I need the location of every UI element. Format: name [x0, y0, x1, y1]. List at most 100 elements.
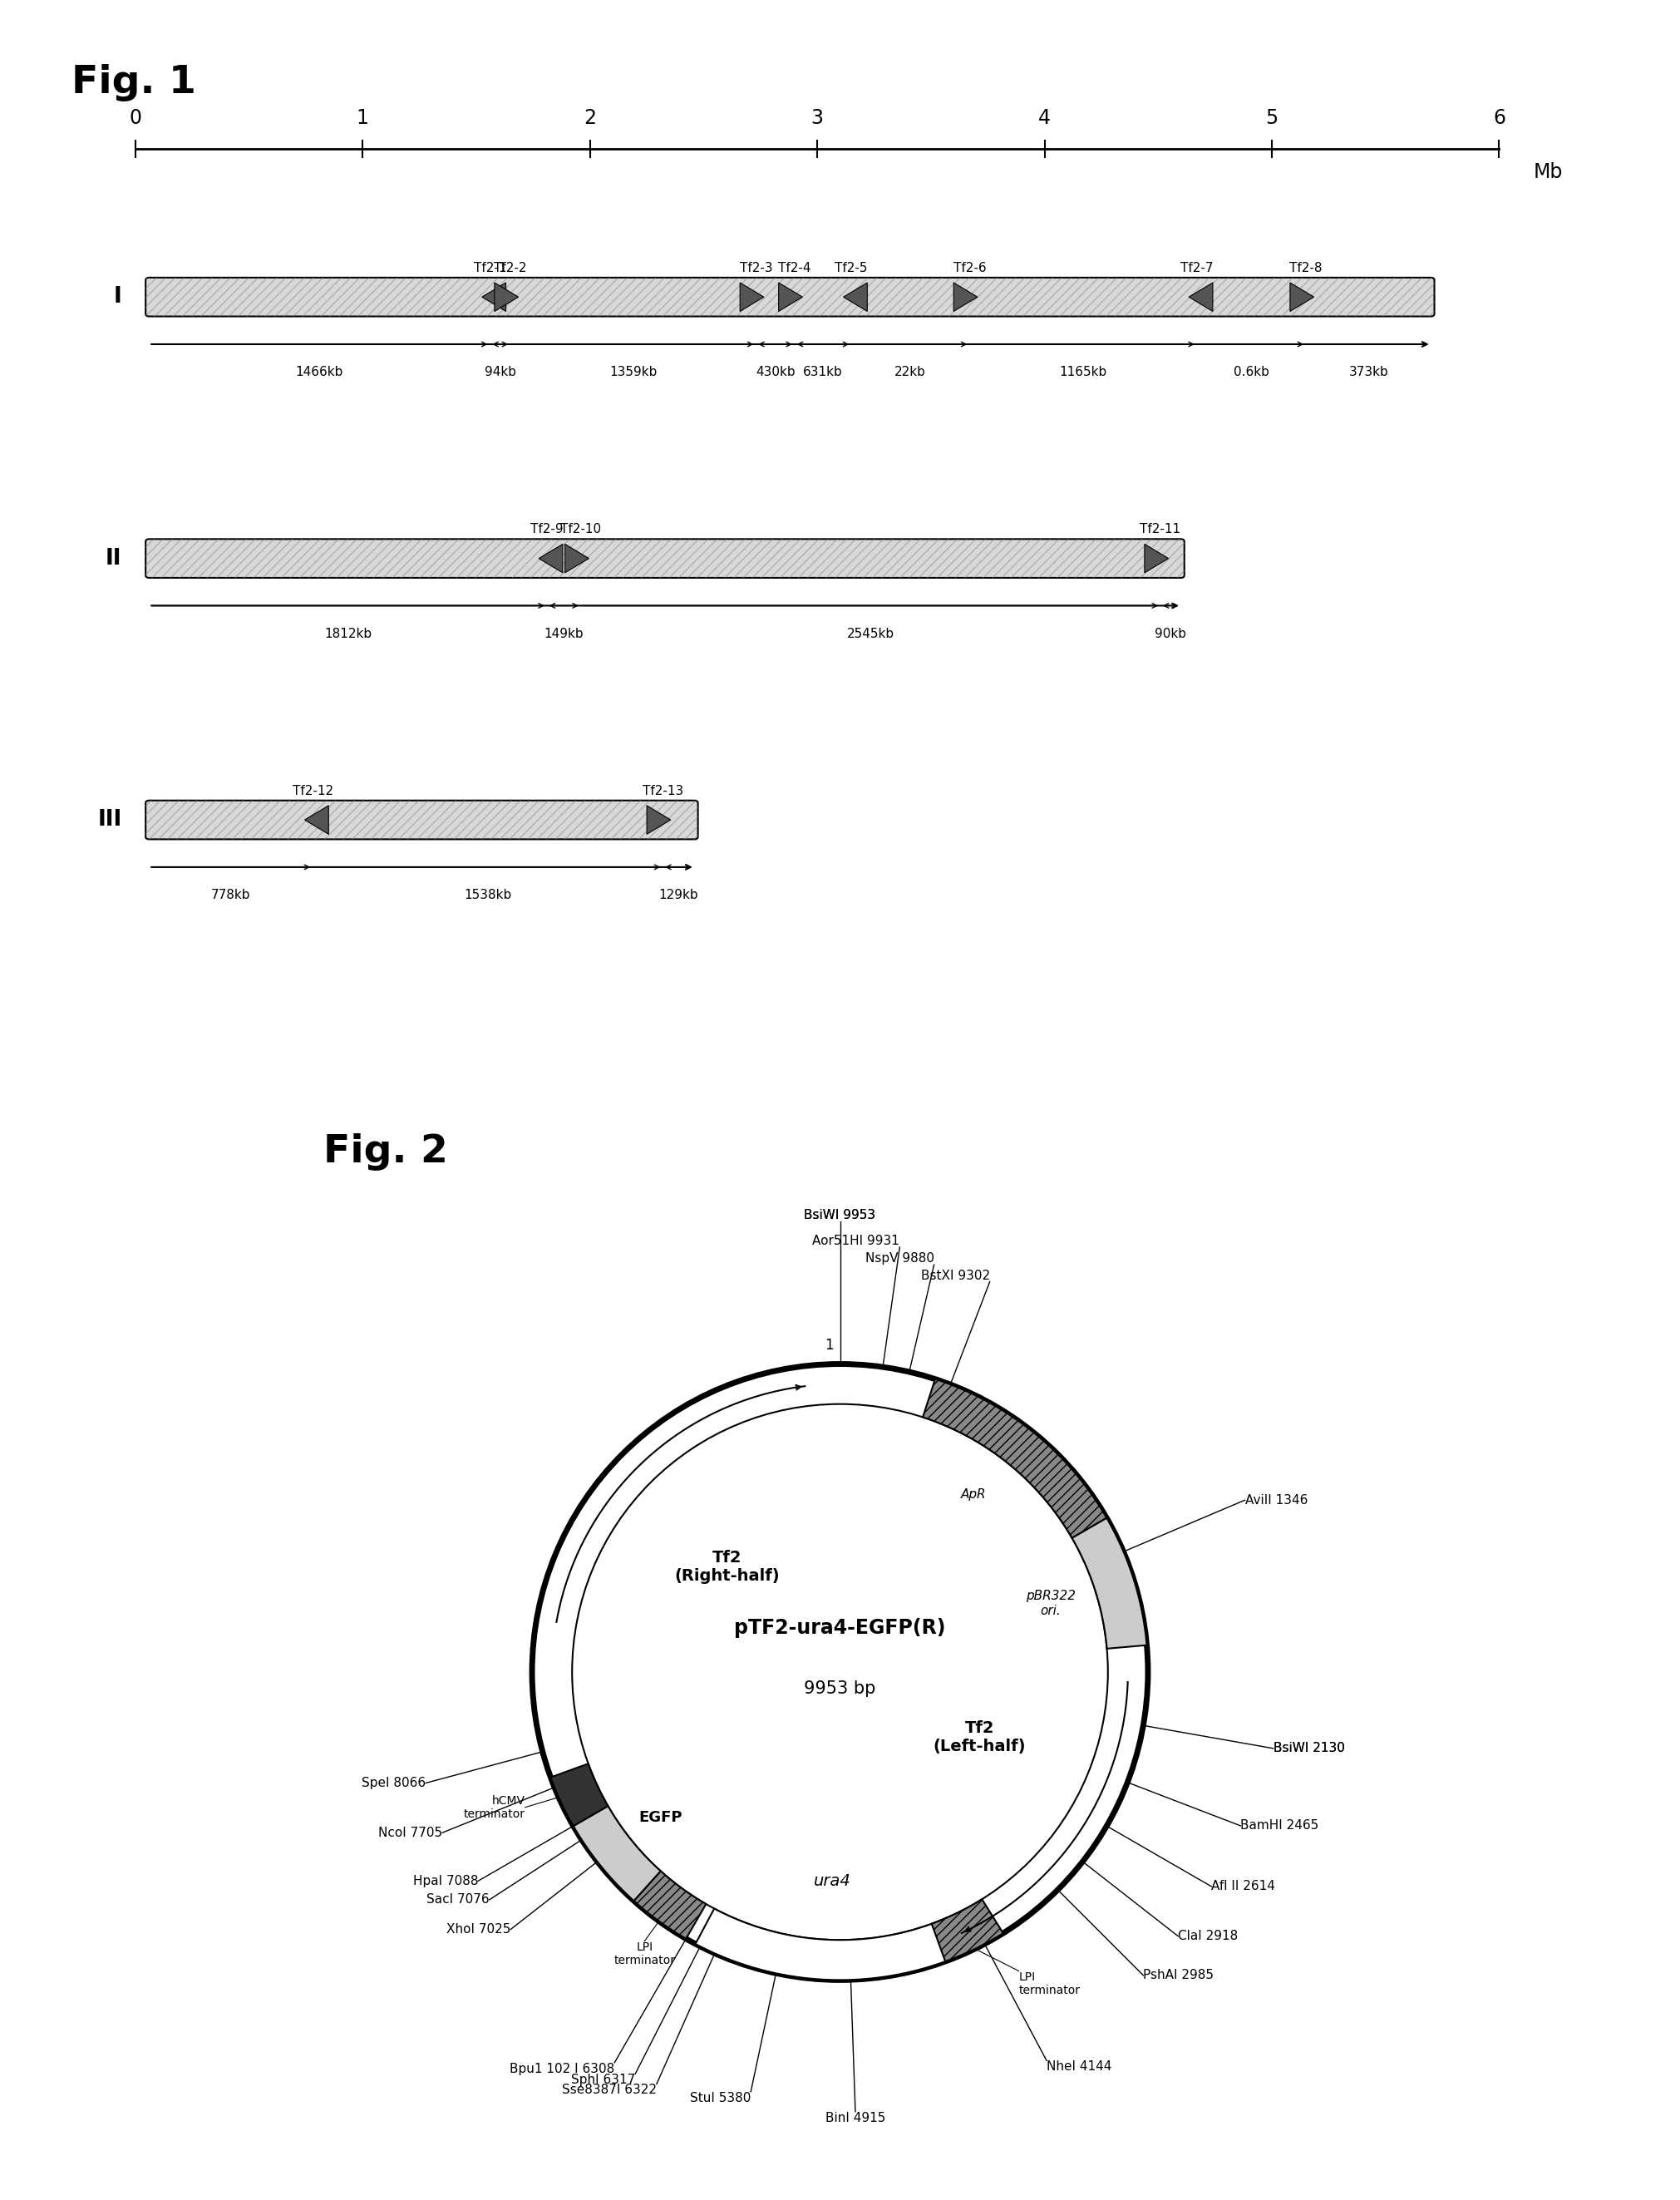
Polygon shape [573, 1806, 660, 1901]
Text: NcoI 7705: NcoI 7705 [378, 1826, 442, 1839]
Text: Mb: Mb [1534, 163, 1562, 183]
Text: 9953 bp: 9953 bp [805, 1681, 875, 1696]
Text: 1466kb: 1466kb [296, 365, 343, 378]
Text: Tf2-5: Tf2-5 [835, 262, 869, 275]
Text: Tf2-9: Tf2-9 [531, 524, 563, 535]
Polygon shape [1144, 543, 1169, 572]
Text: Tf2-1: Tf2-1 [474, 262, 506, 275]
Text: 90kb: 90kb [1154, 627, 1186, 640]
Text: 149kb: 149kb [544, 627, 583, 640]
Text: Tf2-10: Tf2-10 [561, 524, 601, 535]
FancyBboxPatch shape [146, 539, 1184, 579]
Text: Tf2-8: Tf2-8 [1290, 262, 1322, 275]
Polygon shape [843, 282, 867, 312]
Text: 22kb: 22kb [895, 365, 926, 378]
Polygon shape [539, 543, 563, 572]
Text: NheI 4144: NheI 4144 [1047, 2061, 1112, 2072]
Text: Tf2-6: Tf2-6 [953, 262, 986, 275]
Text: StuI 5380: StuI 5380 [690, 2092, 751, 2103]
Circle shape [573, 1404, 1107, 1940]
Text: ClaI 2918: ClaI 2918 [1178, 1929, 1238, 1943]
Text: 373kb: 373kb [1349, 365, 1388, 378]
Polygon shape [932, 1899, 1003, 1962]
Text: BsiWI 2130: BsiWI 2130 [1273, 1742, 1344, 1756]
Text: NspV 9880: NspV 9880 [865, 1252, 934, 1265]
Text: hCMV
terminator: hCMV terminator [464, 1795, 526, 1819]
Text: Bpu1 102 I 6308: Bpu1 102 I 6308 [509, 2064, 615, 2075]
Text: II: II [106, 548, 121, 570]
Text: Sse8387I 6322: Sse8387I 6322 [561, 2083, 657, 2097]
Text: SphI 6317: SphI 6317 [571, 2075, 635, 2086]
Text: III: III [97, 810, 121, 832]
Text: Tf2-7: Tf2-7 [1181, 262, 1213, 275]
Text: 6: 6 [1494, 108, 1505, 128]
Text: SacI 7076: SacI 7076 [427, 1894, 489, 1905]
Text: pTF2-ura4-EGFP(R): pTF2-ura4-EGFP(R) [734, 1617, 946, 1639]
Text: 2545kb: 2545kb [847, 627, 894, 640]
Text: 5: 5 [1265, 108, 1278, 128]
Text: 1165kb: 1165kb [1060, 365, 1107, 378]
Text: 631kb: 631kb [803, 365, 843, 378]
Text: BsiWI 9953: BsiWI 9953 [805, 1208, 875, 1221]
Polygon shape [922, 1379, 1107, 1538]
Text: pBR322
ori.: pBR322 ori. [1026, 1591, 1075, 1617]
Text: 1538kb: 1538kb [464, 889, 511, 902]
FancyBboxPatch shape [146, 801, 697, 838]
Text: ura4: ura4 [815, 1874, 852, 1890]
Text: 1: 1 [356, 108, 370, 128]
Text: 1359kb: 1359kb [610, 365, 657, 378]
Text: XhoI 7025: XhoI 7025 [447, 1923, 511, 1936]
Polygon shape [494, 282, 519, 312]
Text: BamHI 2465: BamHI 2465 [1240, 1819, 1319, 1833]
Text: 4: 4 [1038, 108, 1050, 128]
Text: 0: 0 [129, 108, 141, 128]
Polygon shape [482, 282, 506, 312]
Text: Afl II 2614: Afl II 2614 [1211, 1881, 1275, 1892]
Text: Tf2-12: Tf2-12 [292, 785, 333, 796]
Text: 2: 2 [583, 108, 596, 128]
Text: 129kb: 129kb [659, 889, 699, 902]
Text: EGFP: EGFP [638, 1811, 682, 1824]
Text: ApR: ApR [961, 1489, 986, 1500]
Text: Tf2-2: Tf2-2 [494, 262, 528, 275]
Text: 3: 3 [811, 108, 823, 128]
Polygon shape [1290, 282, 1314, 312]
Text: Tf2-3: Tf2-3 [739, 262, 773, 275]
Text: AviII 1346: AviII 1346 [1245, 1494, 1307, 1507]
Text: Fig. 2: Fig. 2 [323, 1133, 447, 1170]
Text: Fig. 1: Fig. 1 [72, 64, 197, 101]
Polygon shape [1072, 1518, 1147, 1648]
Text: LPI
terminator: LPI terminator [613, 1940, 675, 1967]
Polygon shape [647, 805, 670, 834]
Polygon shape [633, 1872, 706, 1938]
Text: BstXI 9302: BstXI 9302 [921, 1269, 990, 1283]
Text: Tf2-11: Tf2-11 [1141, 524, 1181, 535]
Text: 94kb: 94kb [484, 365, 516, 378]
Text: 1812kb: 1812kb [324, 627, 371, 640]
Text: BsiWI 9953: BsiWI 9953 [805, 1208, 875, 1221]
Polygon shape [551, 1764, 608, 1826]
Polygon shape [564, 543, 590, 572]
Text: Tf2-4: Tf2-4 [778, 262, 811, 275]
Text: HpaI 7088: HpaI 7088 [413, 1874, 479, 1888]
Text: Aor51HI 9931: Aor51HI 9931 [813, 1234, 900, 1247]
Text: BinI 4915: BinI 4915 [825, 2112, 885, 2125]
Polygon shape [739, 282, 764, 312]
Text: SpeI 8066: SpeI 8066 [361, 1778, 425, 1789]
Text: PshAI 2985: PshAI 2985 [1144, 1969, 1215, 1982]
Text: BsiWI 2130: BsiWI 2130 [1273, 1742, 1344, 1756]
Polygon shape [778, 282, 803, 312]
Text: 430kb: 430kb [756, 365, 795, 378]
Text: Tf2
(Right-half): Tf2 (Right-half) [675, 1551, 780, 1584]
Polygon shape [1189, 282, 1213, 312]
Text: Tf2-13: Tf2-13 [642, 785, 684, 796]
Text: 778kb: 778kb [212, 889, 250, 902]
Text: 1: 1 [825, 1338, 833, 1353]
Text: I: I [114, 286, 121, 308]
Polygon shape [954, 282, 978, 312]
Polygon shape [304, 805, 329, 834]
Text: LPI
terminator: LPI terminator [1018, 1971, 1080, 1995]
Text: Tf2
(Left-half): Tf2 (Left-half) [932, 1720, 1026, 1753]
Text: 0.6kb: 0.6kb [1233, 365, 1268, 378]
FancyBboxPatch shape [146, 277, 1435, 317]
